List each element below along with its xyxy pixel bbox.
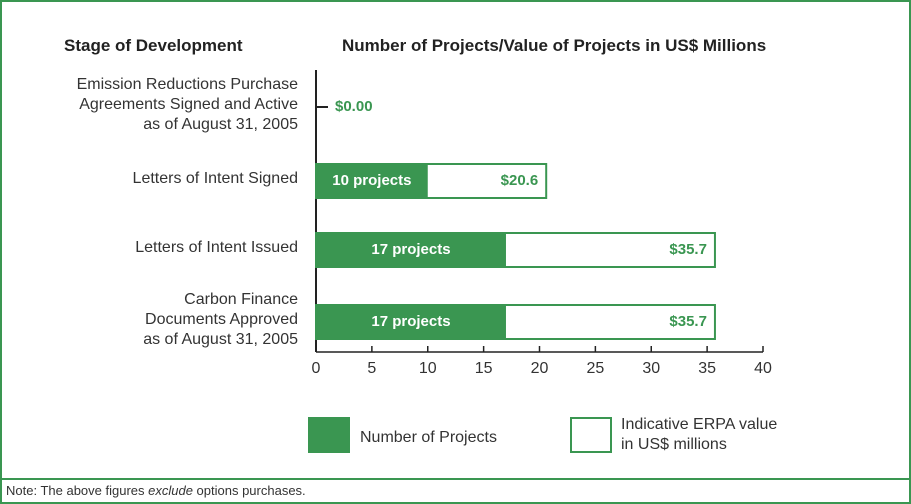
legend-label: Number of Projects	[360, 429, 497, 446]
project-bar	[316, 233, 506, 267]
x-tick-label: 35	[698, 360, 716, 377]
note: Note: The above figures exclude options …	[2, 478, 909, 502]
category-label: Emission Reductions Purchase Agreements …	[76, 76, 298, 133]
x-tick-label: 10	[419, 360, 437, 377]
category-label: Letters of Intent Signed	[132, 170, 298, 187]
note-text: Note: The above figures	[6, 483, 149, 498]
x-tick-label: 20	[531, 360, 549, 377]
value-label: $35.7	[669, 313, 707, 330]
value-label: $0.00	[335, 98, 373, 115]
legend-label: Indicative ERPA value in US$ millions	[621, 416, 778, 453]
project-label: 10 projects	[332, 172, 411, 189]
x-tick-label: 40	[754, 360, 772, 377]
plot: 0 5 10 15 20 25 30 35 40 $0.00 10 projects $20.6 17 …	[308, 70, 772, 453]
chart-title: Number of Projects/Value of Projects in …	[342, 36, 767, 55]
legend-swatch	[308, 417, 350, 453]
note-emphasis: exclude	[148, 483, 193, 498]
legend-swatch	[570, 417, 612, 453]
project-label: 17 projects	[371, 313, 450, 330]
x-tick-label: 0	[312, 360, 321, 377]
project-bar	[316, 164, 428, 198]
project-bar	[316, 305, 506, 339]
category-label: Carbon Finance Documents Approved as of …	[143, 291, 298, 348]
category-axis-title: Stage of Development	[64, 36, 243, 55]
x-tick-label: 5	[367, 360, 376, 377]
x-tick-label: 25	[586, 360, 604, 377]
value-label: $20.6	[501, 172, 539, 189]
x-tick-label: 30	[642, 360, 660, 377]
x-tick-label: 15	[475, 360, 493, 377]
category-label: Letters of Intent Issued	[135, 239, 298, 256]
note-text: options purchases.	[192, 483, 306, 498]
value-label: $35.7	[669, 241, 707, 258]
project-label: 17 projects	[371, 241, 450, 258]
